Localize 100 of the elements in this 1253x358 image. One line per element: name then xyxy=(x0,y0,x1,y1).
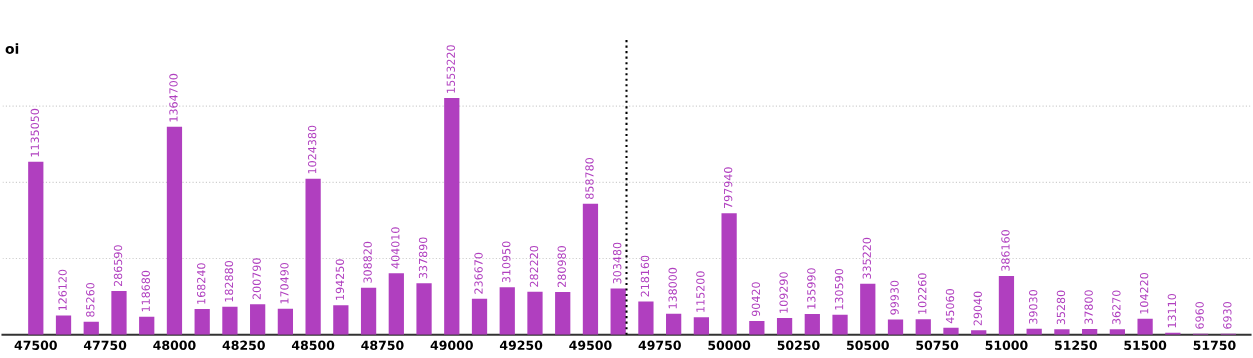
data-label: 6930 xyxy=(1223,301,1232,329)
x-tick-label: 47750 xyxy=(83,340,127,350)
x-tick-label: 48500 xyxy=(291,340,335,350)
bar xyxy=(111,291,127,335)
x-tick-label: 51750 xyxy=(1193,340,1236,350)
x-tick-label: 48750 xyxy=(361,340,404,350)
data-label: 404010 xyxy=(391,227,400,269)
data-label: 45060 xyxy=(945,289,955,324)
x-tick-label: 49000 xyxy=(430,340,473,350)
bar xyxy=(28,161,44,335)
bar xyxy=(555,291,571,335)
x-tick-label: 50000 xyxy=(708,340,751,350)
x-tick-label: 48000 xyxy=(153,340,196,350)
x-tick-label: 51500 xyxy=(1124,340,1167,350)
bar xyxy=(527,291,543,335)
data-label: 1024380 xyxy=(307,125,317,174)
x-tick-label: 50750 xyxy=(916,340,959,350)
bar xyxy=(610,288,626,335)
data-label: 308820 xyxy=(363,241,372,283)
data-label: 138000 xyxy=(668,267,677,309)
data-label: 1135050 xyxy=(30,108,40,157)
bar xyxy=(444,98,460,335)
data-label: 90420 xyxy=(751,282,761,317)
bar xyxy=(887,319,904,335)
data-label: 280980 xyxy=(557,246,566,287)
y-axis-title: oi xyxy=(5,43,19,54)
bar xyxy=(499,287,515,335)
data-label: 168240 xyxy=(197,263,206,304)
bar xyxy=(471,298,488,335)
data-label: 85260 xyxy=(86,282,95,317)
bar xyxy=(915,319,931,335)
data-label: 29040 xyxy=(973,291,982,326)
bar xyxy=(666,313,682,335)
bar xyxy=(804,314,820,335)
x-tick-label: 47500 xyxy=(14,340,57,350)
data-label: 35280 xyxy=(1056,290,1066,325)
bar xyxy=(139,316,155,335)
data-label: 236670 xyxy=(474,252,483,294)
data-label: 39030 xyxy=(1029,290,1038,324)
x-tick-label: 51000 xyxy=(985,340,1028,350)
bar xyxy=(305,178,321,335)
x-tick-label: 50250 xyxy=(777,340,820,350)
data-label: 200790 xyxy=(252,258,261,300)
bar xyxy=(333,305,349,335)
bar xyxy=(693,317,710,335)
bar xyxy=(860,283,876,335)
data-label: 858780 xyxy=(585,158,594,199)
data-label: 194250 xyxy=(335,259,345,300)
data-label: 337890 xyxy=(418,237,428,279)
data-label: 303480 xyxy=(613,242,622,284)
bar xyxy=(194,309,210,335)
x-tick-label: 49750 xyxy=(638,340,681,350)
bar xyxy=(388,273,404,335)
bar xyxy=(943,327,959,335)
bar xyxy=(582,203,599,335)
bar xyxy=(250,304,266,335)
data-label: 310950 xyxy=(502,241,511,283)
bar xyxy=(360,287,377,335)
data-label: 130590 xyxy=(834,268,844,310)
bar xyxy=(776,318,793,335)
data-label: 282220 xyxy=(529,245,539,287)
data-label: 13110 xyxy=(1167,293,1177,328)
data-label: 118680 xyxy=(141,270,150,312)
data-label: 335220 xyxy=(862,237,871,279)
x-tick-label: 49250 xyxy=(499,340,543,350)
data-label: 182880 xyxy=(224,261,234,302)
bar xyxy=(638,301,654,335)
data-label: 286590 xyxy=(113,245,123,287)
data-label: 1364700 xyxy=(169,73,178,122)
bar xyxy=(832,314,848,335)
data-label: 36270 xyxy=(1112,290,1121,325)
data-label: 6960 xyxy=(1195,301,1204,329)
bar xyxy=(1137,318,1153,335)
bar xyxy=(166,126,183,335)
data-label: 1553220 xyxy=(446,45,456,93)
data-label: 99930 xyxy=(890,280,899,315)
bar xyxy=(222,306,238,335)
data-label: 104220 xyxy=(1139,273,1149,314)
data-label: 218160 xyxy=(640,255,650,297)
x-tick-label: 48250 xyxy=(222,340,265,350)
data-label: 386160 xyxy=(1001,230,1010,271)
data-label: 797940 xyxy=(723,167,733,209)
bar xyxy=(277,308,294,335)
data-label: 102260 xyxy=(918,273,927,314)
data-label: 170490 xyxy=(280,262,289,304)
bar xyxy=(971,330,987,335)
data-label: 126120 xyxy=(58,269,67,311)
data-label: 115200 xyxy=(696,271,705,312)
x-tick-label: 50500 xyxy=(847,340,889,350)
bar xyxy=(721,213,737,335)
bar xyxy=(749,320,765,335)
x-tick-label: 49500 xyxy=(569,340,612,350)
data-label: 135990 xyxy=(807,268,816,309)
bar xyxy=(83,321,99,335)
x-tick-label: 51250 xyxy=(1055,340,1097,350)
bar xyxy=(416,283,432,335)
data-label: 37800 xyxy=(1084,290,1093,324)
bar xyxy=(55,315,72,335)
data-label: 109290 xyxy=(779,272,788,313)
bar xyxy=(998,275,1015,335)
